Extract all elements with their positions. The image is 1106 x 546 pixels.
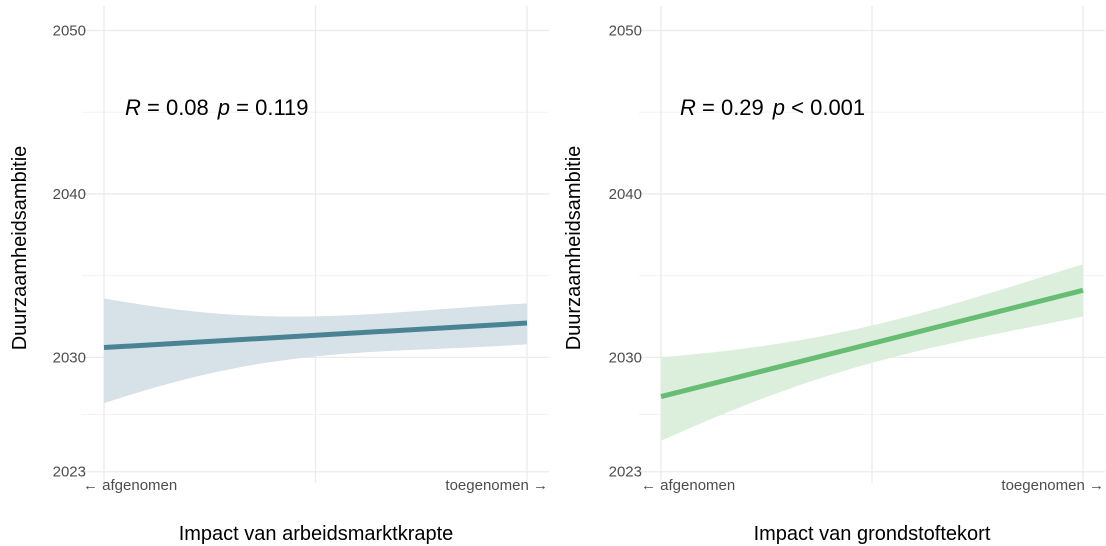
chart-panel-right: 2023 2030 2040 2050 ← afgenomen toegenomen … (553, 0, 1106, 546)
y-tick-label: 2023 (609, 464, 642, 481)
correlation-annotation: R = 0.29 p < 0.001 (680, 95, 865, 120)
x-tick-label-left: ← afgenomen (83, 477, 177, 494)
p-label: p (772, 95, 785, 120)
y-tick-label: 2040 (53, 186, 86, 203)
confidence-band (104, 298, 527, 404)
line-layer (660, 287, 1084, 399)
ci-layer (661, 264, 1083, 441)
y-tick-labels: 2023 2030 2040 2050 (53, 23, 86, 481)
y-tick-label: 2030 (609, 349, 642, 366)
y-tick-label: 2050 (609, 23, 642, 40)
x-tick-label-right: toegenomen → (1001, 477, 1104, 494)
chart-right-svg: 2023 2030 2040 2050 ← afgenomen toegenomen … (563, 6, 1105, 545)
y-tick-labels: 2023 2030 2040 2050 (609, 23, 642, 481)
x-tick-label-right: toegenomen → (445, 477, 548, 494)
chart-panel-left: 2023 2030 2040 2050 ← afgenomen toegenomen … (9, 6, 549, 545)
r-label: R (680, 95, 696, 120)
r-value: = 0.08 (141, 95, 209, 120)
p-value: = 0.119 (230, 95, 309, 120)
confidence-band (661, 264, 1083, 441)
line-layer (103, 320, 528, 351)
x-axis-title: Impact van grondstoftekort (754, 523, 991, 545)
r-value: = 0.29 (696, 95, 764, 120)
p-label: p (217, 95, 230, 120)
y-tick-label: 2050 (53, 23, 86, 40)
r-label: R (125, 95, 141, 120)
regression-line (660, 287, 1084, 399)
y-tick-label: 2030 (53, 349, 86, 366)
regression-line (103, 320, 528, 351)
x-tick-label-left: ← afgenomen (641, 477, 735, 494)
y-axis-title: Duurzaamheidsambitie (563, 146, 585, 351)
grid-layer (82, 6, 549, 483)
p-value: < 0.001 (785, 95, 865, 120)
x-axis-title: Impact van arbeidsmarktkrapte (179, 523, 454, 545)
correlation-annotation: R = 0.08 p = 0.119 (125, 95, 309, 120)
y-tick-label: 2040 (609, 186, 642, 203)
ci-layer (104, 298, 527, 404)
y-axis-title: Duurzaamheidsambitie (9, 146, 31, 351)
y-tick-label: 2023 (53, 464, 86, 481)
chart-left-svg: 2023 2030 2040 2050 ← afgenomen toegenomen … (9, 6, 549, 545)
